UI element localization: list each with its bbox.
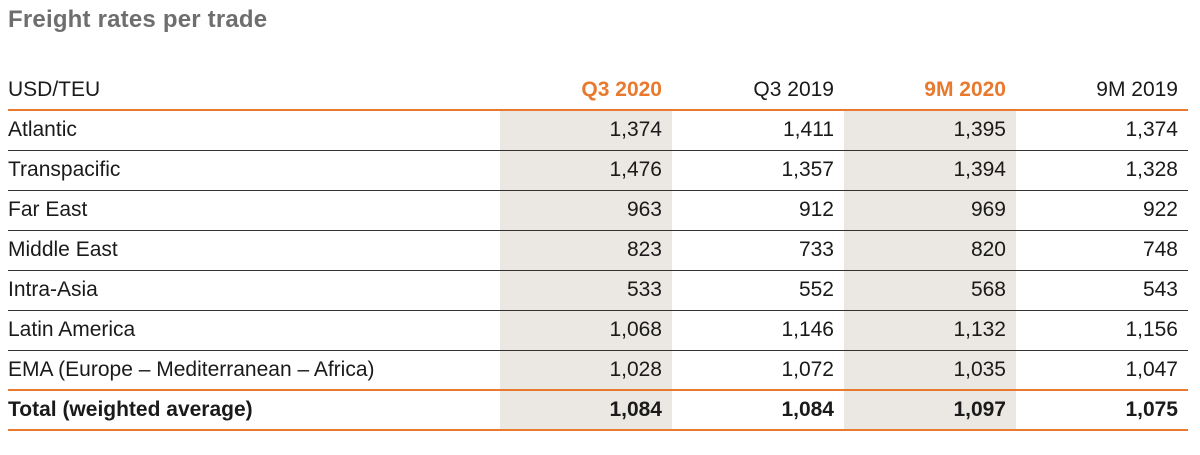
cell-value: 1,035: [844, 350, 1016, 391]
cell-value: 1,072: [672, 350, 844, 391]
row-label: Atlantic: [8, 110, 500, 151]
table-row: Intra-Asia 533 552 568 543: [8, 270, 1188, 311]
column-header-9m-2020: 9M 2020: [844, 70, 1016, 111]
row-label: Latin America: [8, 310, 500, 351]
row-label: Middle East: [8, 230, 500, 271]
cell-value: 748: [1016, 230, 1188, 271]
cell-value: 1,411: [672, 110, 844, 151]
total-value: 1,075: [1016, 390, 1188, 431]
page-title: Freight rates per trade: [8, 6, 268, 33]
cell-value: 922: [1016, 190, 1188, 231]
cell-value: 1,068: [500, 310, 672, 351]
cell-value: 912: [672, 190, 844, 231]
column-header-9m-2019: 9M 2019: [1016, 70, 1188, 111]
total-label: Total (weighted average): [8, 390, 500, 431]
cell-value: 1,394: [844, 150, 1016, 191]
cell-value: 823: [500, 230, 672, 271]
cell-value: 1,374: [500, 110, 672, 151]
table-header-row: USD/TEU Q3 2020 Q3 2019 9M 2020 9M 2019: [8, 70, 1188, 111]
column-header-q3-2020: Q3 2020: [500, 70, 672, 111]
cell-value: 1,357: [672, 150, 844, 191]
cell-value: 1,132: [844, 310, 1016, 351]
cell-value: 533: [500, 270, 672, 311]
cell-value: 1,156: [1016, 310, 1188, 351]
table-row: Latin America 1,068 1,146 1,132 1,156: [8, 310, 1188, 351]
unit-header: USD/TEU: [8, 70, 500, 111]
column-header-q3-2019: Q3 2019: [672, 70, 844, 111]
cell-value: 552: [672, 270, 844, 311]
cell-value: 1,047: [1016, 350, 1188, 391]
row-label: EMA (Europe – Mediterranean – Africa): [8, 350, 500, 391]
total-value: 1,084: [500, 390, 672, 431]
table-row: Far East 963 912 969 922: [8, 190, 1188, 231]
cell-value: 1,146: [672, 310, 844, 351]
row-label: Far East: [8, 190, 500, 231]
table-row: Atlantic 1,374 1,411 1,395 1,374: [8, 110, 1188, 151]
row-label: Transpacific: [8, 150, 500, 191]
cell-value: 963: [500, 190, 672, 231]
cell-value: 820: [844, 230, 1016, 271]
table-row: EMA (Europe – Mediterranean – Africa) 1,…: [8, 350, 1188, 391]
total-row: Total (weighted average) 1,084 1,084 1,0…: [8, 390, 1188, 431]
table-row: Transpacific 1,476 1,357 1,394 1,328: [8, 150, 1188, 191]
cell-value: 1,395: [844, 110, 1016, 151]
freight-rates-table: USD/TEU Q3 2020 Q3 2019 9M 2020 9M 2019 …: [8, 70, 1188, 431]
table-row: Middle East 823 733 820 748: [8, 230, 1188, 271]
cell-value: 1,028: [500, 350, 672, 391]
row-label: Intra-Asia: [8, 270, 500, 311]
cell-value: 1,374: [1016, 110, 1188, 151]
cell-value: 733: [672, 230, 844, 271]
total-value: 1,084: [672, 390, 844, 431]
cell-value: 543: [1016, 270, 1188, 311]
cell-value: 1,476: [500, 150, 672, 191]
cell-value: 1,328: [1016, 150, 1188, 191]
cell-value: 568: [844, 270, 1016, 311]
total-value: 1,097: [844, 390, 1016, 431]
cell-value: 969: [844, 190, 1016, 231]
